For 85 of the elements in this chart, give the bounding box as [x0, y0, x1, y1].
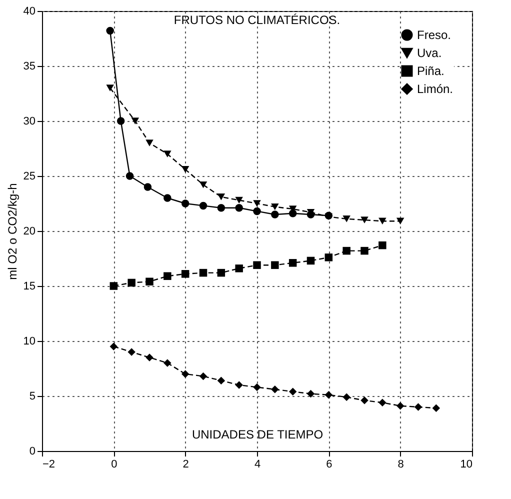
- point: [199, 372, 208, 380]
- legend-label: Uva.: [417, 46, 442, 60]
- point: [217, 194, 226, 200]
- point: [199, 202, 208, 210]
- point: [288, 259, 297, 267]
- point: [306, 210, 315, 218]
- y-tick-label: 10: [23, 336, 36, 348]
- point: [271, 210, 279, 218]
- point: [181, 270, 190, 278]
- point: [271, 203, 279, 210]
- point: [235, 196, 243, 204]
- y-tick-label: 40: [23, 6, 36, 18]
- point: [360, 246, 368, 255]
- point: [146, 140, 154, 146]
- point: [126, 172, 134, 180]
- x-tick-label: −2: [42, 458, 56, 470]
- x-tick-label: 4: [254, 458, 261, 470]
- point: [131, 118, 140, 124]
- point: [396, 402, 404, 410]
- point: [360, 216, 368, 224]
- point: [235, 264, 243, 272]
- point: [217, 204, 226, 212]
- x-tick-label: 8: [398, 458, 404, 470]
- x-tick-label: 6: [326, 458, 332, 470]
- x-axis-title: UNIDADES DE TIEMPO: [192, 428, 324, 442]
- point: [181, 200, 190, 208]
- point: [164, 272, 172, 280]
- point: [342, 246, 350, 255]
- point: [432, 404, 440, 412]
- y-tick-label: 5: [29, 390, 36, 402]
- point: [378, 218, 386, 224]
- point: [217, 268, 226, 277]
- point: [217, 376, 226, 384]
- y-tick-label: 0: [29, 446, 36, 458]
- y-tick-label: 20: [23, 226, 36, 238]
- x-tick-label: 0: [111, 458, 118, 470]
- point: [306, 256, 315, 265]
- y-tick-label: 35: [23, 60, 36, 72]
- x-tick-label: 2: [182, 458, 189, 470]
- point: [235, 381, 243, 389]
- point: [324, 254, 333, 262]
- point: [146, 278, 154, 286]
- point: [414, 403, 422, 411]
- chart-title: FRUTOS NO CLIMATÉRICOS.: [174, 13, 340, 27]
- point: [199, 181, 208, 188]
- y-tick-label: 15: [23, 280, 36, 292]
- point: [128, 348, 136, 356]
- point: [116, 117, 125, 125]
- point: [106, 84, 114, 92]
- x-tick-label: 10: [460, 458, 472, 470]
- point: [306, 390, 315, 398]
- point: [342, 216, 350, 222]
- point: [271, 386, 279, 394]
- point: [253, 200, 261, 207]
- legend-label: Freso.: [417, 28, 452, 42]
- point: [199, 268, 208, 277]
- point: [181, 370, 190, 378]
- point: [235, 204, 243, 212]
- point: [396, 218, 404, 224]
- point: [378, 241, 386, 250]
- point: [360, 396, 368, 404]
- point: [271, 261, 279, 269]
- point: [110, 342, 118, 350]
- point: [106, 26, 114, 35]
- point: [288, 210, 297, 218]
- point: [342, 393, 350, 401]
- point: [253, 383, 261, 392]
- point: [253, 261, 261, 269]
- point: [164, 150, 172, 158]
- point: [128, 278, 136, 287]
- y-axis-title: ml O2 o CO2/kg-h: [5, 183, 20, 280]
- point: [164, 359, 172, 367]
- point: [110, 282, 118, 290]
- point: [164, 194, 172, 202]
- point: [144, 183, 152, 191]
- legend-label: Piña.: [417, 64, 444, 78]
- point: [253, 207, 261, 216]
- y-tick-label: 30: [23, 116, 36, 128]
- y-tick-label: 25: [23, 170, 36, 182]
- legend-label: Limón.: [417, 82, 454, 96]
- point: [324, 391, 333, 399]
- point: [146, 354, 154, 362]
- point: [181, 166, 190, 173]
- point: [288, 388, 297, 396]
- point: [378, 398, 386, 406]
